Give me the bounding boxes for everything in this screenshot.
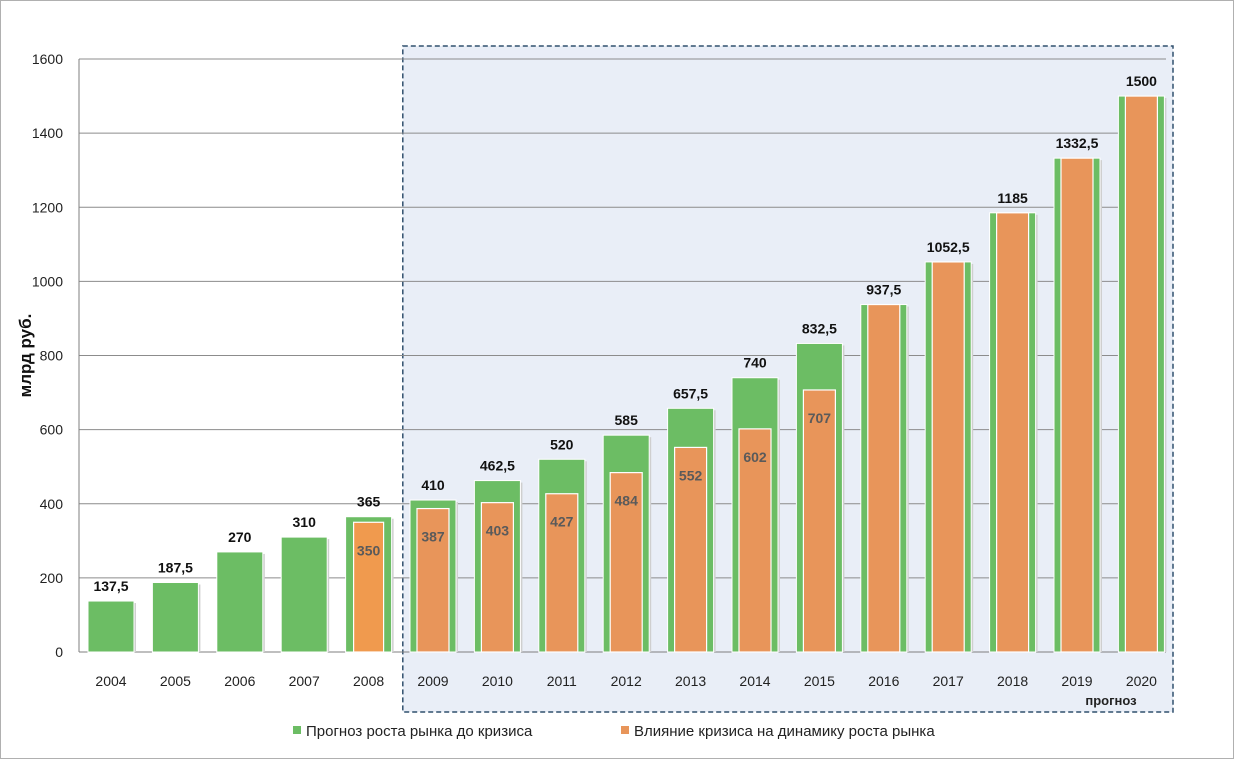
data-label-precrisis: 410 bbox=[421, 477, 445, 493]
data-label-precrisis: 1185 bbox=[997, 190, 1028, 206]
data-label-crisis: 484 bbox=[615, 493, 639, 509]
data-label-precrisis: 365 bbox=[357, 494, 381, 510]
x-tick-label: 2005 bbox=[160, 673, 191, 689]
bar-crisis-impact bbox=[609, 472, 643, 653]
bar-crisis-impact bbox=[1124, 95, 1159, 653]
x-tick-label: 2006 bbox=[224, 673, 255, 689]
data-label-crisis: 350 bbox=[357, 542, 381, 558]
bar-crisis-impact bbox=[867, 303, 901, 653]
data-label-precrisis: 740 bbox=[743, 355, 767, 371]
data-label-precrisis: 187,5 bbox=[158, 560, 193, 576]
x-tick-label: 2019 bbox=[1061, 673, 1092, 689]
y-tick-label: 1400 bbox=[32, 125, 63, 141]
legend-swatch-precrisis bbox=[293, 726, 301, 734]
bar-forecast-precrisis bbox=[87, 600, 135, 653]
legend-label-precrisis: Прогноз роста рынка до кризиса bbox=[306, 723, 533, 740]
bar-crisis-impact bbox=[480, 502, 514, 653]
bar-crisis-impact bbox=[931, 261, 965, 653]
y-tick-label: 400 bbox=[40, 496, 64, 512]
forecast-region bbox=[402, 45, 1174, 713]
bar-crisis-impact bbox=[1060, 157, 1094, 653]
x-tick-label: 2007 bbox=[289, 673, 320, 689]
x-tick-label: 2011 bbox=[547, 673, 577, 689]
data-label-precrisis: 520 bbox=[550, 436, 574, 452]
data-label-crisis: 387 bbox=[421, 529, 445, 545]
data-label-precrisis: 937,5 bbox=[866, 282, 901, 298]
data-label-precrisis: 1052,5 bbox=[927, 239, 970, 255]
data-label-precrisis: 310 bbox=[293, 514, 317, 530]
x-tick-label: 2008 bbox=[353, 673, 384, 689]
data-label-precrisis: 137,5 bbox=[93, 578, 128, 594]
y-tick-label: 600 bbox=[40, 422, 64, 438]
y-axis-title: млрд руб. bbox=[16, 314, 35, 398]
bar-crisis-impact bbox=[416, 507, 450, 653]
x-tick-label: 2014 bbox=[739, 673, 770, 689]
data-label-crisis: 427 bbox=[550, 514, 574, 530]
bar-forecast-precrisis bbox=[151, 582, 199, 653]
legend-swatch-crisis bbox=[621, 726, 629, 734]
x-tick-label: 2015 bbox=[804, 673, 835, 689]
data-label-precrisis: 270 bbox=[228, 529, 252, 545]
x-tick-label: 2004 bbox=[95, 673, 126, 689]
x-tick-label: 2010 bbox=[482, 673, 513, 689]
bar-crisis-impact bbox=[545, 493, 579, 653]
data-label-crisis: 707 bbox=[808, 410, 832, 426]
y-tick-label: 1000 bbox=[32, 273, 63, 289]
x-tick-label: 2017 bbox=[933, 673, 964, 689]
bar-crisis-impact bbox=[673, 446, 708, 653]
x-tick-label: 2013 bbox=[675, 673, 706, 689]
bar-forecast-precrisis bbox=[216, 551, 264, 653]
data-label-crisis: 552 bbox=[679, 467, 703, 483]
data-label-crisis: 602 bbox=[743, 449, 767, 465]
x-tick-label: 2016 bbox=[868, 673, 899, 689]
y-tick-label: 1600 bbox=[32, 51, 63, 67]
bar-crisis-impact bbox=[738, 428, 772, 653]
y-tick-label: 200 bbox=[40, 570, 64, 586]
x-tick-label: 2018 bbox=[997, 673, 1028, 689]
y-tick-label: 0 bbox=[55, 644, 63, 660]
bar-crisis-impact bbox=[353, 521, 385, 653]
data-label-precrisis: 462,5 bbox=[480, 458, 515, 474]
forecast-label: прогноз bbox=[1085, 693, 1137, 708]
x-tick-label: 2009 bbox=[417, 673, 448, 689]
bar-forecast-precrisis bbox=[280, 536, 328, 653]
data-label-precrisis: 585 bbox=[615, 412, 639, 428]
data-label-precrisis: 1332,5 bbox=[1056, 135, 1099, 151]
data-label-crisis: 403 bbox=[486, 523, 510, 539]
y-tick-label: 1200 bbox=[32, 199, 63, 215]
bar-crisis-impact bbox=[995, 212, 1030, 653]
data-label-precrisis: 1500 bbox=[1126, 73, 1157, 89]
data-label-precrisis: 657,5 bbox=[673, 385, 708, 401]
data-label-precrisis: 832,5 bbox=[802, 320, 837, 336]
y-tick-label: 800 bbox=[40, 348, 64, 364]
bar-crisis-impact bbox=[802, 389, 837, 653]
x-tick-label: 2012 bbox=[611, 673, 642, 689]
legend-label-crisis: Влияние кризиса на динамику роста рынка bbox=[634, 723, 935, 740]
x-tick-label: 2020 bbox=[1126, 673, 1157, 689]
